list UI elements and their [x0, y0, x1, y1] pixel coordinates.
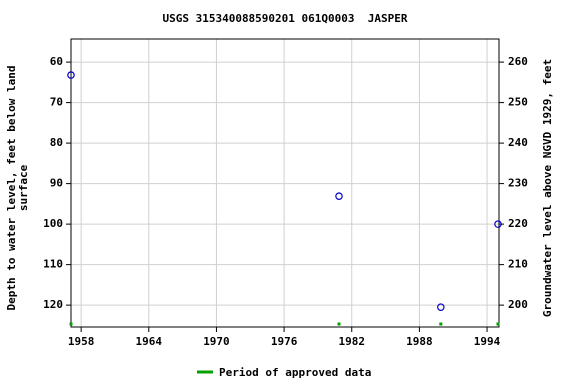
y2-tick-label: 230 [508, 177, 528, 190]
x-tick-label: 1970 [203, 335, 230, 348]
y-tick-label: 120 [43, 298, 63, 311]
approved-period [337, 322, 341, 326]
plot-frame [70, 38, 500, 328]
approved-period [496, 322, 500, 326]
chart-title: USGS 315340088590201 061Q0003 JASPER [162, 12, 407, 25]
y-tick-label: 80 [50, 136, 63, 149]
y-tick-label: 90 [50, 177, 63, 190]
y2-tick-label: 260 [508, 55, 528, 68]
x-tick-label: 1958 [68, 335, 95, 348]
y-tick-label: 100 [43, 217, 63, 230]
legend-label: Period of approved data [219, 366, 371, 379]
y2-tick-label: 240 [508, 136, 528, 149]
approved-period [69, 322, 73, 326]
x-tick-label: 1982 [338, 335, 365, 348]
y-axis-label: Depth to water level, feet below land [5, 65, 18, 310]
x-tick-label: 1994 [474, 335, 501, 348]
data-point [335, 192, 343, 200]
x-tick-label: 1964 [136, 335, 163, 348]
data-point [67, 71, 75, 79]
y2-tick-label: 220 [508, 217, 528, 230]
y-tick-label: 70 [50, 96, 63, 109]
y-tick-label: 60 [50, 55, 63, 68]
y2-tick-label: 210 [508, 258, 528, 271]
y2-tick-label: 250 [508, 96, 528, 109]
y2-tick-label: 200 [508, 298, 528, 311]
approved-period [439, 322, 443, 326]
x-tick-label: 1976 [271, 335, 298, 348]
data-point [494, 220, 502, 228]
x-tick-label: 1988 [406, 335, 433, 348]
y-axis-label: surface [17, 164, 30, 211]
y-tick-label: 110 [43, 258, 63, 271]
y2-axis-label: Groundwater level above NGVD 1929, feet [541, 59, 554, 317]
data-point [437, 303, 445, 311]
